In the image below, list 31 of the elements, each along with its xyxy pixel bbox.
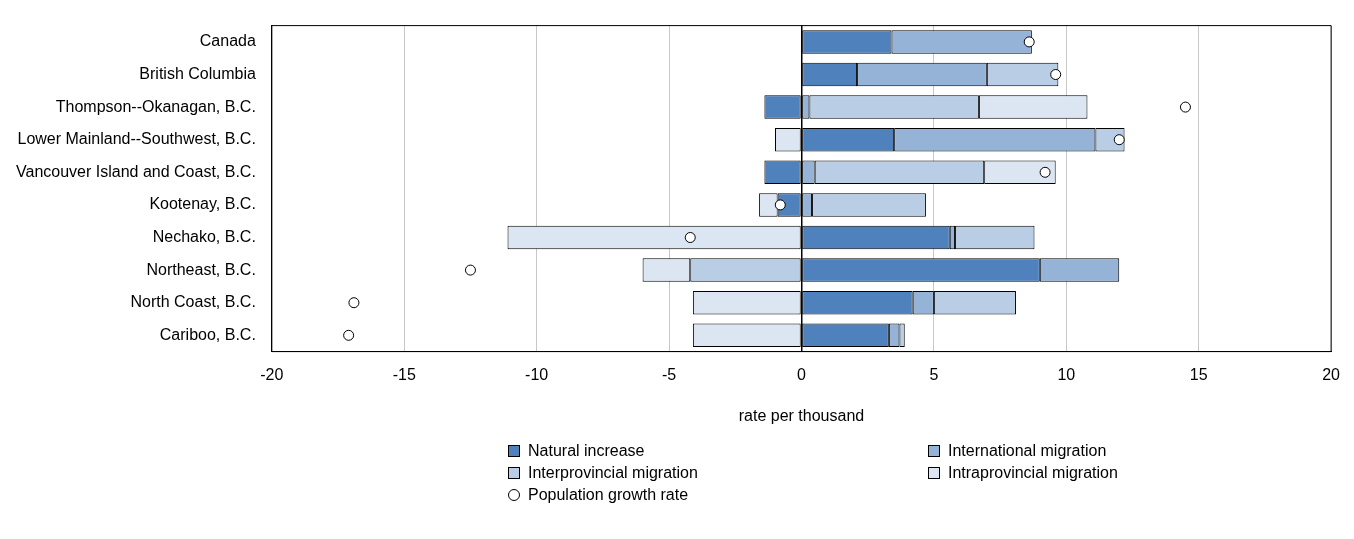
point <box>684 232 696 243</box>
point <box>1113 134 1125 146</box>
legend-label: Natural increase <box>528 442 645 460</box>
x-tick-label: -15 <box>392 365 416 383</box>
x-tick-label: -5 <box>661 365 677 383</box>
x-tick-label: 5 <box>929 365 939 383</box>
y-tick-label: British Columbia <box>139 64 256 82</box>
y-tick-label: Cariboo, B.C. <box>159 325 256 343</box>
x-tick-label: -10 <box>525 365 549 383</box>
y-tick-label: Thompson--Okanagan, B.C. <box>55 97 256 115</box>
legend-label: Interprovincial migration <box>528 464 698 482</box>
y-tick-label: Canada <box>199 32 256 50</box>
y-tick-label: Lower Mainland--Southwest, B.C. <box>17 130 256 148</box>
y-tick-label: Vancouver Island and Coast, B.C. <box>15 162 256 180</box>
legend-label: International migration <box>948 442 1107 460</box>
x-tick-label: 15 <box>1189 365 1208 383</box>
x-tick-label: 0 <box>797 365 807 383</box>
point <box>1023 36 1035 48</box>
legend-label: Intraprovincial migration <box>948 464 1118 482</box>
y-tick-label: Nechako, B.C. <box>152 227 256 245</box>
y-tick-label: Northeast, B.C. <box>146 260 256 278</box>
x-axis-title: rate per thousand <box>738 406 865 424</box>
y-tick-label: North Coast, B.C. <box>130 293 256 311</box>
x-tick-label: 10 <box>1057 365 1076 383</box>
point <box>1050 69 1062 80</box>
point <box>1039 166 1051 178</box>
x-tick-label: 20 <box>1322 365 1341 383</box>
y-tick-label: Kootenay, B.C. <box>149 195 256 213</box>
x-tick-label: -20 <box>260 365 284 383</box>
point <box>774 199 786 211</box>
legend-label: Population growth rate <box>528 486 689 504</box>
